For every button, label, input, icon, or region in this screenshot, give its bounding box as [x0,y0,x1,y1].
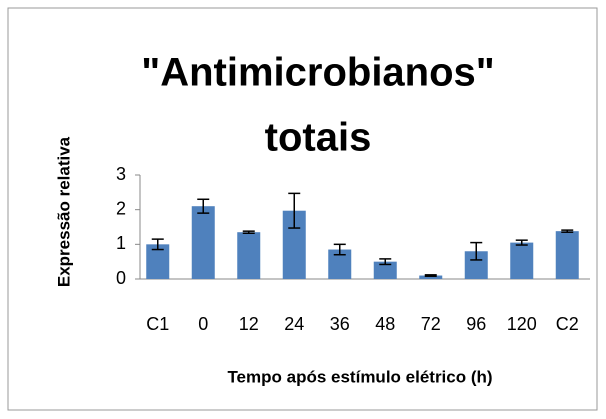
x-tick-label: 48 [375,314,395,334]
bar [464,251,488,279]
x-tick-label: 12 [239,314,259,334]
chart-frame [7,7,598,411]
x-tick-label: 96 [466,314,486,334]
bar [555,231,579,279]
x-tick-label: C2 [556,314,579,334]
chart-title: "Antimicrobianos" [141,51,495,95]
y-tick-label: 3 [116,164,126,184]
x-tick-label: C1 [146,314,169,334]
bar [419,275,443,279]
y-tick-label: 1 [116,233,126,253]
bar [146,244,170,279]
x-tick-label: 0 [198,314,208,334]
bar [191,206,215,279]
chart-title: totais [265,116,372,160]
bar [510,242,534,279]
x-tick-label: 24 [284,314,304,334]
x-tick-label: 72 [421,314,441,334]
x-axis-title: Tempo após estímulo elétrico (h) [227,367,492,386]
y-tick-label: 2 [116,198,126,218]
bar [328,249,352,279]
y-tick-label: 0 [116,268,126,288]
x-tick-label: 120 [507,314,537,334]
x-tick-label: 36 [330,314,350,334]
bar [373,261,397,279]
y-axis-title: Expressão relativa [54,136,73,287]
bar [237,232,261,279]
